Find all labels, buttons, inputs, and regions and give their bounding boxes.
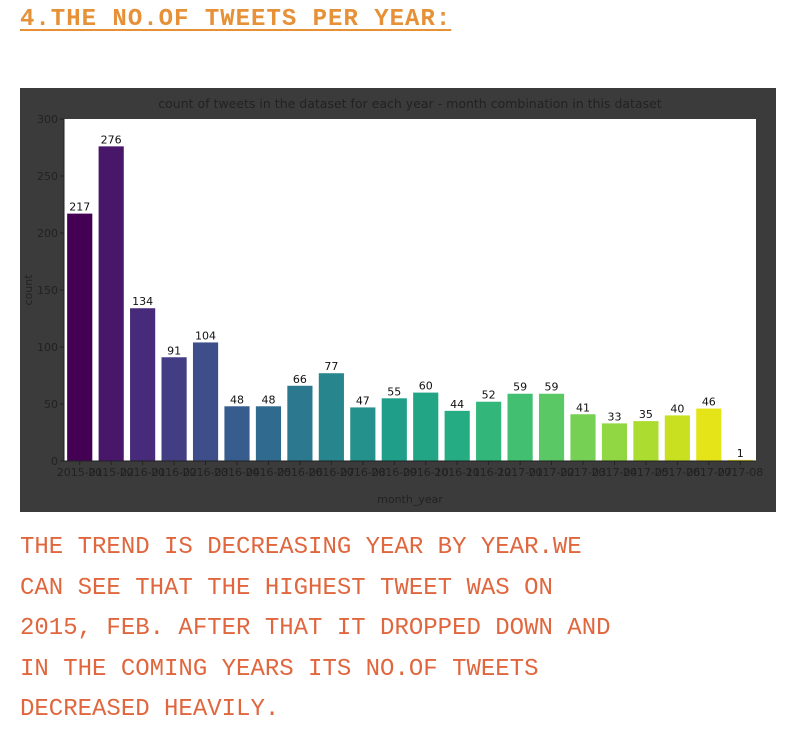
bar [287, 385, 313, 461]
bar [727, 459, 753, 461]
bar [601, 423, 628, 461]
bar [350, 407, 376, 461]
bar [98, 146, 124, 462]
y-axis: 0 50 100 150 200 250 300 [37, 113, 64, 468]
bar [318, 373, 344, 461]
bar [224, 406, 250, 461]
data-label: 60 [419, 380, 433, 393]
data-label: 276 [101, 133, 122, 146]
data-label: 33 [607, 410, 621, 423]
data-label: 52 [482, 389, 496, 402]
bar [476, 401, 502, 461]
data-label: 35 [639, 408, 653, 421]
x-tick-label: 2017-08 [717, 466, 763, 479]
bar [444, 410, 470, 461]
x-tick-label: 2017-02 [529, 466, 575, 479]
x-tick-label: 2016-06 [277, 466, 323, 479]
y-tick-label: 150 [37, 284, 58, 297]
x-tick-label: 2016-08 [340, 466, 386, 479]
x-axis-title: month_year [377, 493, 443, 506]
x-tick-label: 2016-09 [371, 466, 417, 479]
bar [664, 415, 690, 461]
bar [696, 408, 722, 461]
chart-panel: count of tweets in the dataset for each … [20, 88, 776, 512]
data-label: 48 [230, 393, 244, 406]
x-tick-label: 2016-03 [183, 466, 229, 479]
bar [67, 213, 93, 461]
x-tick-label: 2016-11 [434, 466, 480, 479]
data-label: 1 [737, 447, 744, 460]
bar-chart: count of tweets in the dataset for each … [22, 96, 763, 506]
x-axis: 2015-012015-022016-012016-022016-032016-… [57, 461, 763, 479]
x-tick-label: 2017-06 [654, 466, 700, 479]
x-tick-label: 2016-01 [120, 466, 166, 479]
data-labels: 217 276 134 91 104 48 48 66 77 47 55 60 44 52 59 59 41 33… [69, 133, 744, 460]
bar [192, 342, 219, 461]
data-label: 104 [195, 329, 216, 342]
y-tick-label: 0 [51, 455, 58, 468]
y-tick-label: 100 [37, 341, 58, 354]
data-label: 40 [670, 402, 684, 415]
x-tick-label: 2016-12 [466, 466, 512, 479]
bar [507, 393, 533, 461]
y-tick-label: 250 [37, 170, 58, 183]
chart-title: count of tweets in the dataset for each … [158, 96, 662, 111]
bar [633, 421, 659, 461]
bar [130, 308, 156, 461]
data-label: 47 [356, 394, 370, 407]
bar [413, 392, 439, 461]
x-tick-label: 2016-02 [151, 466, 197, 479]
y-axis-title: count [22, 274, 35, 306]
section-heading: 4.THE NO.OF TWEETS PER YEAR: [20, 6, 452, 33]
x-tick-label: 2017-01 [497, 466, 543, 479]
bar [381, 398, 407, 461]
data-label: 46 [702, 396, 716, 409]
x-tick-label: 2015-01 [57, 466, 103, 479]
x-tick-label: 2017-07 [686, 466, 732, 479]
data-label: 91 [167, 344, 181, 357]
data-label: 55 [387, 385, 401, 398]
data-label: 59 [545, 381, 559, 394]
y-tick-label: 50 [44, 398, 58, 411]
data-label: 66 [293, 373, 307, 386]
x-tick-label: 2015-02 [88, 466, 134, 479]
data-label: 44 [450, 398, 464, 411]
data-label: 41 [576, 401, 590, 414]
x-tick-label: 2016-07 [308, 466, 354, 479]
commentary-text: THE TREND IS DECREASING YEAR BY YEAR.WE … [20, 534, 611, 723]
bar [570, 414, 596, 461]
x-tick-label: 2017-03 [560, 466, 606, 479]
data-label: 48 [261, 393, 275, 406]
data-label: 217 [69, 201, 90, 214]
x-tick-label: 2017-04 [591, 466, 637, 479]
y-tick-label: 200 [37, 227, 58, 240]
data-label: 59 [513, 381, 527, 394]
x-tick-label: 2016-05 [245, 466, 291, 479]
bar [161, 357, 187, 461]
y-tick-label: 300 [37, 113, 58, 126]
x-tick-label: 2016-10 [403, 466, 449, 479]
x-tick-label: 2016-04 [214, 466, 260, 479]
bar [255, 406, 282, 461]
data-label: 134 [132, 295, 153, 308]
bar-series [67, 146, 753, 462]
data-label: 77 [324, 360, 338, 373]
x-tick-label: 2017-05 [623, 466, 669, 479]
bar [538, 393, 565, 461]
